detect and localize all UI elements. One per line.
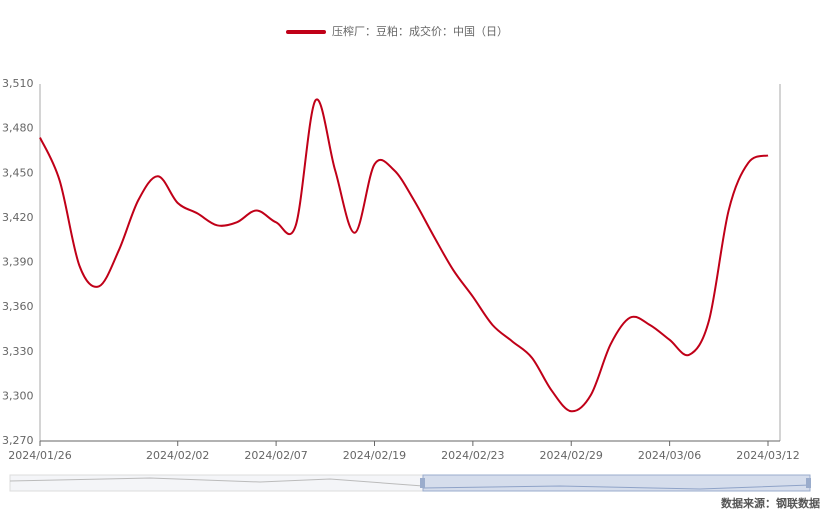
x-tick-label: 2024/03/06: [638, 449, 701, 462]
y-tick-label: 3,270: [2, 434, 34, 447]
y-tick-label: 3,390: [2, 256, 34, 269]
x-tick-label: 2024/01/26: [8, 449, 71, 462]
line-series: [39, 98, 769, 413]
y-tick-label: 3,510: [2, 77, 34, 90]
zoom-preview: [9, 477, 424, 487]
zoom-handle[interactable]: [420, 478, 425, 488]
y-tick-label: 3,420: [2, 211, 34, 224]
x-tick-label: 2024/02/19: [343, 449, 406, 462]
zoom-preview: [422, 484, 811, 490]
y-tick-label: 3,450: [2, 166, 34, 179]
x-tick-label: 2024/02/29: [540, 449, 603, 462]
zoom-window[interactable]: [422, 474, 811, 492]
legend-label[interactable]: 压榨厂：豆粕：成交价：中国（日）: [332, 24, 508, 38]
x-tick-label: 2024/02/02: [146, 449, 209, 462]
y-tick-label: 3,360: [2, 300, 34, 313]
x-tick-label: 2024/02/07: [244, 449, 307, 462]
x-tick-label: 2024/03/12: [736, 449, 799, 462]
source-note: 数据来源：钢联数据: [721, 496, 820, 510]
y-tick-label: 3,330: [2, 345, 34, 358]
y-tick-label: 3,480: [2, 122, 34, 135]
zoom-handle[interactable]: [806, 478, 811, 488]
y-tick-label: 3,300: [2, 389, 34, 402]
x-tick-label: 2024/02/23: [441, 449, 504, 462]
